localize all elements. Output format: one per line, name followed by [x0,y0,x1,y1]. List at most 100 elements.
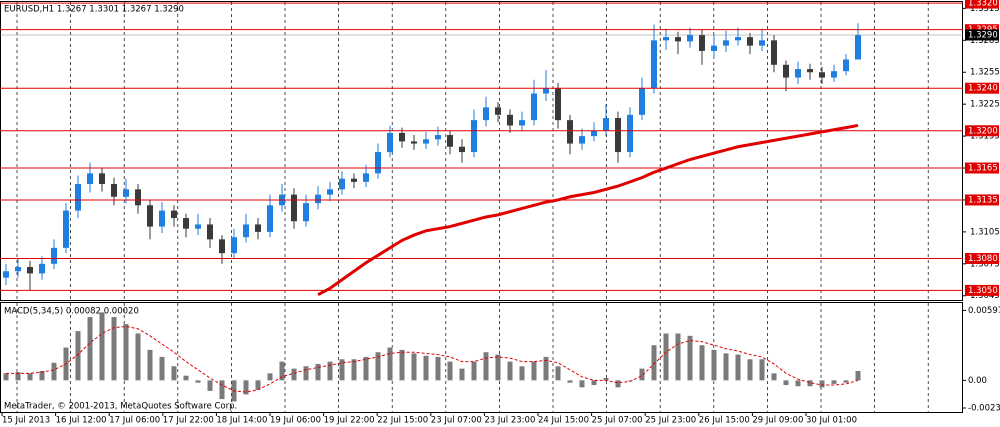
x-tick-label: 17 Jul 22:00 [163,416,214,426]
y-tick-label: 1.3075 [970,259,1000,269]
macd-bar [387,347,393,381]
macd-bar [507,361,513,381]
macd-bar [483,352,489,381]
level-label: 1.3320 [968,0,998,9]
macd-bar [591,380,597,386]
macd-bar [15,372,21,381]
macd-bar [711,349,717,381]
candle-body [495,107,501,115]
current-price-box [965,29,999,41]
candle-body [531,93,537,121]
macd-y-tick-label: -0.00236 [968,404,1000,414]
y-tick-label: 1.3045 [970,291,1000,301]
candle-body [579,136,585,144]
macd-bar [375,352,381,381]
y-tick-label: 1.3315 [970,4,1000,14]
macd-bar [603,378,609,381]
x-tick-label: 17 Jul 06:00 [109,416,160,426]
macd-bar [495,354,501,381]
macd-bar [543,356,549,381]
candle-body [591,130,597,137]
candle-body [831,71,837,78]
candle-body [639,88,645,115]
macd-bar [675,333,681,381]
macd-bar [315,363,321,381]
macd-bar [291,368,297,381]
candle-body [759,40,765,46]
candle-body [63,210,69,248]
macd-bar [219,380,225,400]
candle-body [387,132,393,153]
candle-body [243,224,249,238]
candle-body [99,173,105,184]
moving-average [317,123,859,297]
macd-signal [6,325,859,393]
candle-body [399,132,405,142]
candle-body [543,88,549,94]
macd-header: MACD(5,34,5) 0.00082 0.00020 [4,307,139,317]
candle-body [207,224,213,240]
level-label: 1.3050 [968,286,998,296]
candle-body [39,263,45,274]
macd-bar [519,366,525,381]
level-label-box [965,0,999,9]
level-label-box [965,162,999,174]
candle-body [219,239,225,254]
level-label: 1.3135 [968,195,998,205]
candle-body [339,178,345,190]
candle-body [267,205,273,232]
level-label: 1.3165 [968,164,998,174]
candle-body [663,37,669,41]
current-price-label: 1.3290 [968,30,998,40]
x-tick-label: 25 Jul 07:00 [592,416,643,426]
macd-bar [471,361,477,381]
price-panel-frame [0,1,963,301]
macd-bar [51,362,57,381]
x-tick-label: 22 Jul 15:00 [377,416,428,426]
candle-body [375,152,381,174]
macd-bar [3,373,9,381]
candle-body [135,189,141,206]
macd-bar [243,380,249,395]
candle-body [627,114,633,153]
x-tick-label: 19 Jul 06:00 [270,416,321,426]
x-tick-label: 30 Jul 01:00 [806,416,857,426]
candle-body [327,189,333,195]
level-label: 1.3080 [968,254,998,264]
candle-body [699,34,705,51]
x-tick-label: 26 Jul 15:00 [699,416,750,426]
x-tick-label: 24 Jul 15:00 [538,416,589,426]
x-tick-label: 16 Jul 12:00 [56,416,107,426]
candle-body [75,183,81,211]
macd-bar [147,349,153,381]
macd-bar [699,345,705,381]
x-tick-label: 18 Jul 14:00 [216,416,267,426]
macd-bar [531,361,537,381]
macd-bar [663,333,669,381]
macd-bar [459,368,465,381]
level-label-box [965,194,999,206]
copyright: MetaTrader, © 2001-2013, MetaQuotes Soft… [4,402,237,412]
candle-body [843,59,849,72]
macd-bar [123,324,129,381]
candle-body [123,189,129,197]
macd-bar [255,380,261,390]
candle-body [519,120,525,126]
macd-bar [855,370,861,381]
macd-bar [411,353,417,381]
candle-body [507,114,513,126]
candle-body [183,218,189,229]
candle-body [783,64,789,78]
candle-body [615,118,621,153]
y-tick-label: 1.3255 [970,68,1000,78]
candle-body [435,135,441,140]
macd-bar [771,373,777,381]
x-tick-label: 19 Jul 22:00 [324,416,375,426]
candle-body [291,194,297,222]
macd-bar [27,373,33,381]
macd-bar [735,354,741,381]
macd-bar [39,370,45,381]
macd-bar [843,380,849,383]
candle-body [807,69,813,73]
macd-bar [423,355,429,381]
